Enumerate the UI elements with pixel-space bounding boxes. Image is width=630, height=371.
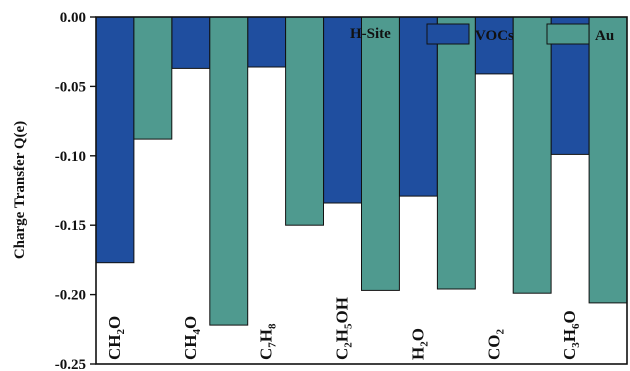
bar-vocs-2 bbox=[247, 16, 287, 68]
bar-vocs-4 bbox=[398, 16, 438, 197]
category-label-3: C2H5OH bbox=[333, 297, 355, 360]
y-tick-label: -0.25 bbox=[55, 357, 86, 371]
bar-au-4 bbox=[436, 16, 476, 290]
y-tick-label: 0.00 bbox=[60, 10, 86, 26]
bar-vocs-5 bbox=[474, 16, 514, 75]
legend-label-vocs: VOCs bbox=[475, 28, 514, 44]
bar-au-6 bbox=[588, 16, 628, 304]
category-label-6: C3H6O bbox=[560, 310, 582, 360]
y-tick-label: -0.05 bbox=[55, 79, 86, 95]
bar-au-0 bbox=[133, 16, 173, 140]
category-label-2: C7H8 bbox=[257, 323, 279, 360]
plot-frame bbox=[95, 16, 628, 365]
legend-swatch-au bbox=[546, 23, 590, 45]
category-labels-group: CH2O CH4O C7H8 C2H5OH H2O CO2 C3H6O bbox=[105, 297, 582, 360]
bars-group bbox=[95, 16, 628, 326]
bar-vocs-0 bbox=[95, 16, 135, 264]
legend-swatch-vocs bbox=[426, 23, 470, 45]
legend-title: H-Site bbox=[350, 26, 391, 42]
legend-label-au: Au bbox=[595, 28, 614, 44]
bar-au-3 bbox=[361, 16, 400, 291]
category-label-5: CO2 bbox=[484, 329, 506, 361]
legend: H-Site VOCs Au bbox=[350, 23, 614, 45]
category-label-0: CH2O bbox=[105, 316, 127, 360]
bar-vocs-1 bbox=[171, 16, 211, 69]
category-label-4: H2O bbox=[408, 328, 430, 360]
bar-au-2 bbox=[285, 16, 325, 226]
y-axis-label: Charge Transfer Q(e) bbox=[12, 121, 28, 259]
bar-au-5 bbox=[512, 16, 552, 294]
category-label-1: CH4O bbox=[181, 316, 203, 360]
y-tick-label: -0.10 bbox=[55, 149, 86, 165]
bar-au-1 bbox=[209, 16, 249, 326]
y-tick-label: -0.20 bbox=[55, 288, 86, 304]
y-ticks-group: 0.00 -0.05 -0.10 -0.15 -0.20 -0.25 bbox=[55, 10, 96, 371]
y-tick-label: -0.15 bbox=[55, 218, 86, 234]
bar-vocs-3 bbox=[323, 16, 363, 204]
